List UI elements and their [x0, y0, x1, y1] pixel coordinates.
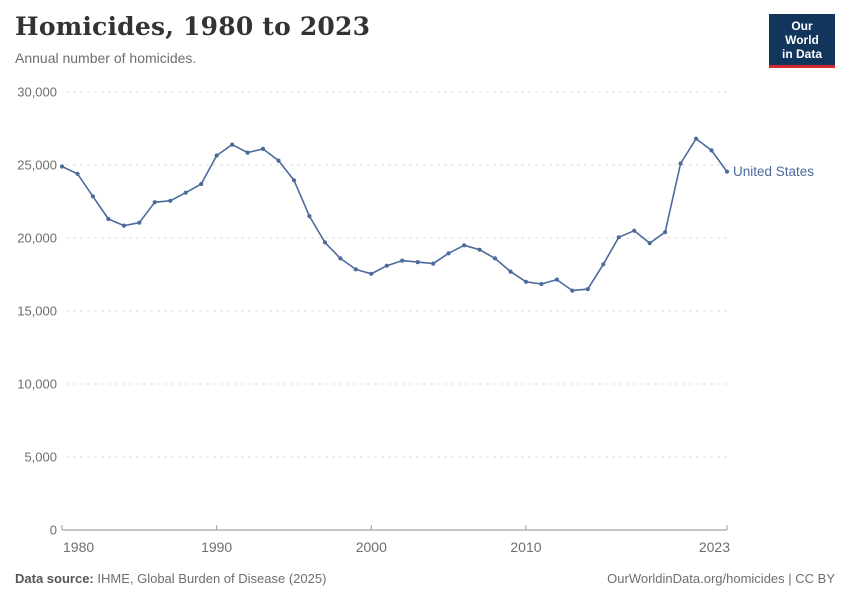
x-axis-tick-label: 2010: [510, 539, 541, 555]
chart-area: 0 5,000 10,000 15,000 20,000 25,000 30,000 1980…: [0, 80, 850, 580]
y-axis-tick-label: 25,000: [17, 158, 57, 173]
data-point[interactable]: [400, 258, 405, 263]
data-point[interactable]: [260, 146, 266, 151]
data-point[interactable]: [724, 169, 730, 174]
data-point[interactable]: [307, 214, 312, 219]
y-axis-tick-label: 20,000: [17, 231, 57, 246]
data-point[interactable]: [632, 228, 637, 233]
y-axis-tick-label: 10,000: [17, 377, 57, 392]
data-source-text: IHME, Global Burden of Disease (2025): [93, 571, 327, 586]
data-point[interactable]: [59, 164, 65, 169]
data-source-label: Data source:: [15, 571, 94, 586]
owid-logo-accent-bar: [769, 65, 835, 68]
data-point[interactable]: [214, 153, 219, 158]
data-point[interactable]: [322, 240, 327, 245]
data-point[interactable]: [694, 136, 699, 141]
y-axis-tick-label: 5,000: [24, 450, 57, 465]
line-chart: 0 5,000 10,000 15,000 20,000 25,000 30,000 1980…: [17, 85, 814, 556]
line-series: [61, 137, 728, 292]
owid-logo-line1: Our World: [785, 19, 819, 47]
data-point[interactable]: [477, 247, 482, 252]
data-point[interactable]: [276, 158, 281, 163]
citation-link[interactable]: OurWorldinData.org/homicides | CC BY: [607, 571, 835, 586]
owid-logo: Our World in Data: [769, 14, 835, 68]
data-point[interactable]: [601, 262, 606, 267]
data-point[interactable]: [90, 194, 95, 199]
data-point[interactable]: [678, 161, 683, 166]
data-point[interactable]: [709, 148, 714, 153]
data-point[interactable]: [245, 150, 250, 155]
chart-footer: Data source: IHME, Global Burden of Dise…: [15, 571, 835, 586]
data-point[interactable]: [183, 190, 188, 195]
data-point[interactable]: [384, 263, 389, 268]
data-point[interactable]: [415, 260, 420, 265]
data-point[interactable]: [570, 288, 575, 293]
data-point[interactable]: [446, 251, 451, 256]
data-point[interactable]: [523, 279, 529, 284]
data-point[interactable]: [647, 241, 652, 246]
owid-logo-line2: in Data: [781, 47, 822, 61]
entity-label[interactable]: United States: [733, 164, 814, 179]
data-point[interactable]: [462, 243, 467, 248]
x-axis-tick-label: 2023: [699, 539, 730, 555]
data-point[interactable]: [539, 281, 544, 287]
data-point[interactable]: [106, 216, 111, 222]
data-point[interactable]: [508, 269, 513, 274]
data-point[interactable]: [663, 230, 668, 235]
owid-logo-box: Our World in Data: [769, 14, 835, 65]
data-point[interactable]: [616, 235, 621, 240]
data-point[interactable]: [492, 256, 498, 261]
data-point[interactable]: [75, 171, 80, 176]
page-title: Homicides, 1980 to 2023: [15, 12, 371, 41]
data-point[interactable]: [431, 261, 436, 266]
data-source-note: Data source: IHME, Global Burden of Dise…: [15, 571, 326, 586]
data-point[interactable]: [291, 178, 297, 183]
data-point[interactable]: [554, 277, 560, 282]
data-point[interactable]: [585, 287, 590, 292]
y-axis-tick-label: 15,000: [17, 304, 57, 319]
chart-header: Homicides, 1980 to 2023 Annual number of…: [15, 12, 835, 68]
data-point[interactable]: [168, 198, 173, 203]
x-axis-tick-label: 2000: [356, 539, 387, 555]
y-axis-tick-label: 30,000: [17, 85, 57, 100]
data-point[interactable]: [338, 256, 343, 261]
data-point[interactable]: [230, 142, 235, 147]
data-point[interactable]: [137, 220, 142, 225]
data-point[interactable]: [353, 267, 358, 272]
data-point[interactable]: [369, 271, 374, 276]
chart-subtitle: Annual number of homicides.: [15, 50, 197, 66]
y-axis-tick-label: 0: [50, 523, 57, 538]
x-axis-tick-label: 1990: [201, 539, 232, 555]
x-axis-tick-label: 1980: [63, 539, 94, 555]
data-point[interactable]: [199, 181, 204, 187]
data-point[interactable]: [121, 223, 126, 228]
data-point[interactable]: [152, 200, 157, 205]
